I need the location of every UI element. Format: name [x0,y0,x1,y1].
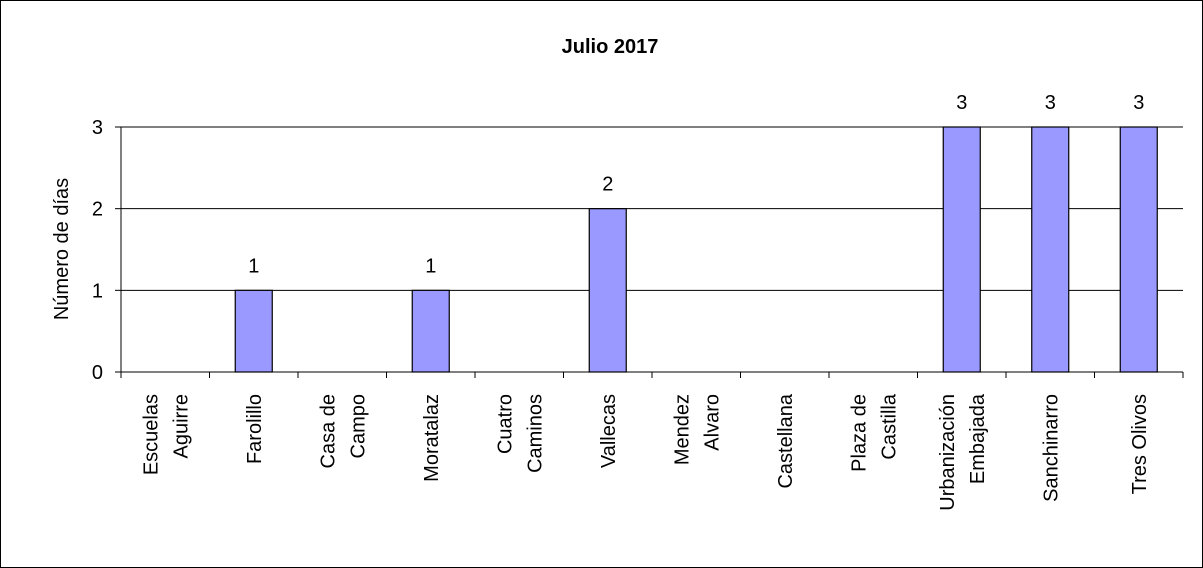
y-tick-label: 3 [92,117,103,139]
bar-5 [588,208,627,373]
axes [115,126,1184,378]
data-label: 1 [248,255,259,277]
x-category-label: Urbanización [937,394,959,511]
bar-10 [1031,126,1070,373]
y-axis-label: Número de días [51,178,73,320]
bar-3 [411,289,450,373]
y-tick-label: 0 [92,362,103,384]
x-category-label: Alvaro [701,394,723,451]
x-category-label: Cuatro [494,394,516,454]
x-category-label: Caminos [524,394,546,473]
data-label: 3 [1045,92,1056,114]
x-category-label: Moratalaz [421,394,443,482]
x-category-label: Farolillo [244,394,266,464]
x-category-label: Embajada [967,393,989,484]
data-label: 3 [956,92,967,114]
data-label: 2 [602,174,613,196]
y-tick-label: 1 [92,280,103,302]
bar-9 [942,126,981,373]
x-category-label: Tres Olivos [1129,394,1151,494]
chart-title: Julio 2017 [562,36,659,58]
data-label: 1 [425,255,436,277]
x-category-label: Campo [347,394,369,458]
gridlines [121,126,1183,291]
x-category-label: Aguirre [170,394,192,458]
x-category-label: Escuelas [140,394,162,475]
x-category-label: Mendez [671,394,693,465]
data-label: 3 [1133,92,1144,114]
x-category-label: Castellana [775,393,797,488]
bar-1 [234,289,273,373]
bar-11 [1119,126,1158,373]
x-category-label: Casa de [317,394,339,469]
bars [234,126,1158,373]
x-category-label: Plaza de [848,394,870,472]
x-category-label: Castilla [878,393,900,459]
labels: 0 1 2 3 Escuelas Aguirre 1 Farolillo Casa de Camp… [92,92,1151,511]
x-category-label: Vallecas [598,394,620,468]
y-tick-label: 2 [92,199,103,221]
x-category-label: Sanchinarro [1040,394,1062,502]
